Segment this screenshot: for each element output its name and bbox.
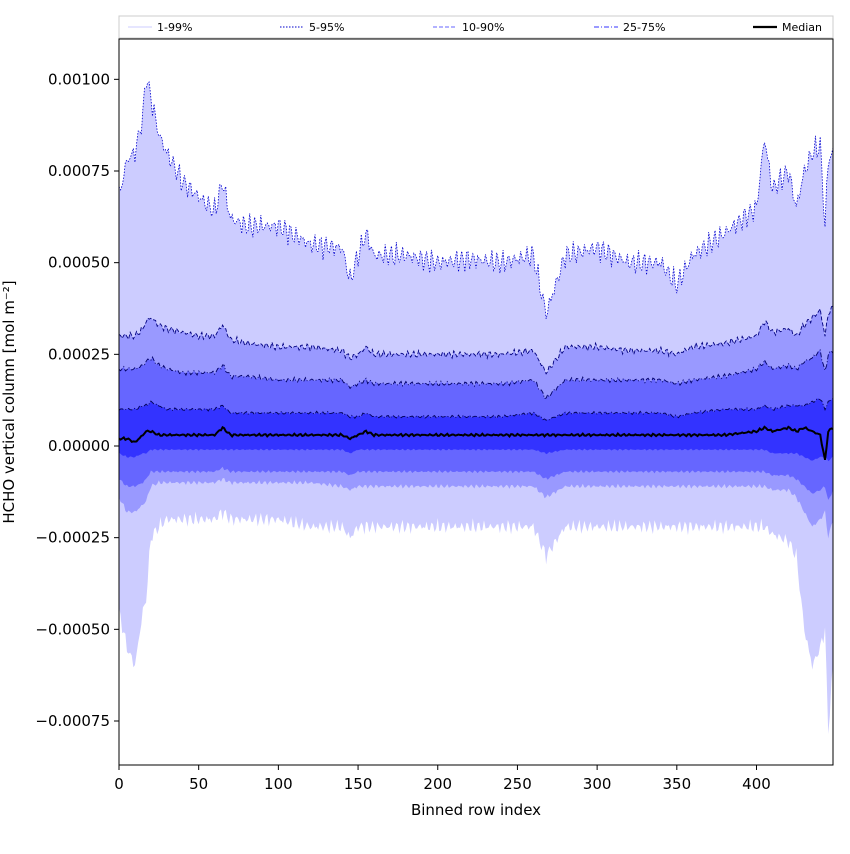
legend-label: 1-99% xyxy=(157,21,192,34)
x-axis-ticks: 0 50 100 150 200 250 300 350 400 xyxy=(114,765,771,793)
legend-label: Median xyxy=(782,21,822,34)
y-axis-ticks: −0.00075 −0.00050 −0.00025 0.00000 0.00025 0.… xyxy=(35,70,119,730)
y-tick-label: −0.00025 xyxy=(35,529,110,547)
legend-label: 25-75% xyxy=(623,21,665,34)
legend: 1-99% 5-95% 10-90% 25-75% Median xyxy=(118,15,834,39)
y-tick-label: 0.00100 xyxy=(48,70,110,88)
median-line xyxy=(118,425,834,461)
y-tick-label: 0.00075 xyxy=(48,162,110,180)
x-tick-label: 50 xyxy=(189,775,208,793)
band-25-75% xyxy=(119,398,833,462)
band-upper-line-25-75% xyxy=(118,397,834,421)
x-tick-label: 400 xyxy=(742,775,771,793)
y-tick-label: −0.00075 xyxy=(35,712,110,730)
plot-frame xyxy=(118,38,834,766)
x-tick-label: 350 xyxy=(662,775,691,793)
lines-layer xyxy=(118,81,834,461)
legend-frame xyxy=(118,15,834,39)
x-tick-label: 100 xyxy=(264,775,293,793)
x-tick-label: 250 xyxy=(503,775,532,793)
x-tick-label: 300 xyxy=(583,775,612,793)
y-tick-label: 0.00000 xyxy=(48,437,110,455)
y-axis-label: HCHO vertical column [mol m⁻²] xyxy=(0,280,18,523)
x-tick-label: 0 xyxy=(114,775,124,793)
y-tick-label: 0.00050 xyxy=(48,254,110,272)
band-upper-line-1-99% xyxy=(118,81,834,320)
y-tick-label: −0.00050 xyxy=(35,620,110,638)
x-axis-label: Binned row index xyxy=(411,801,541,819)
band-upper-line-10-90% xyxy=(118,349,834,400)
band-upper-line-5-95% xyxy=(118,305,834,375)
x-tick-label: 150 xyxy=(344,775,373,793)
x-tick-label: 200 xyxy=(423,775,452,793)
legend-label: 5-95% xyxy=(309,21,344,34)
legend-label: 10-90% xyxy=(462,21,504,34)
y-tick-label: 0.00025 xyxy=(48,345,110,363)
bands-layer xyxy=(119,81,833,735)
